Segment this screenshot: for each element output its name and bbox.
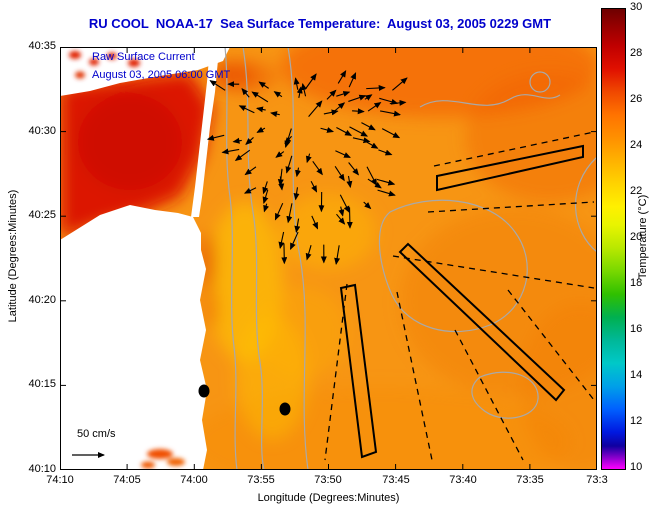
surface-current-label: Raw Surface Current	[92, 51, 195, 63]
land-mass	[60, 47, 230, 470]
depth-contours	[224, 47, 597, 470]
sst-map	[60, 47, 597, 470]
x-tick-label: 74:00	[180, 474, 208, 486]
x-tick-label: 73:50	[314, 474, 342, 486]
colorbar-tick-label: 22	[630, 185, 643, 197]
y-axis-label: Latitude (Degrees:Minutes)	[7, 189, 19, 323]
x-tick-label: 73:55	[247, 474, 275, 486]
y-tick-label: 40:35	[28, 40, 56, 52]
colorbar-tick-label: 12	[630, 415, 643, 427]
y-tick-label: 40:10	[28, 463, 56, 475]
colorbar-tick-label: 14	[630, 369, 643, 381]
current-scale-label: 50 cm/s	[77, 428, 116, 440]
station-dot	[279, 402, 291, 416]
y-tick-label: 40:15	[28, 378, 56, 390]
colorbar-tick-label: 10	[630, 461, 643, 473]
colorbar-tick-label: 26	[630, 93, 643, 105]
x-tick-label: 73:45	[382, 474, 410, 486]
colorbar-tick-label: 24	[630, 139, 643, 151]
current-vector-field	[206, 70, 408, 265]
radar-sector-outlines	[339, 144, 584, 459]
colorbar-axis-label: Temperature (°C)	[637, 194, 649, 280]
colorbar-tick-label: 28	[630, 47, 643, 59]
x-tick-label: 73:3	[586, 474, 608, 486]
colorbar-tick-label: 30	[630, 1, 643, 13]
colorbar-tick-label: 20	[630, 231, 643, 243]
x-tick-label: 74:05	[113, 474, 141, 486]
station-dots	[198, 384, 291, 416]
y-tick-label: 40:30	[28, 125, 56, 137]
station-dot	[198, 384, 210, 398]
axis-tick-marks	[60, 47, 597, 470]
y-tick-label: 40:20	[28, 294, 56, 306]
temperature-colorbar	[601, 8, 626, 470]
x-tick-label: 73:40	[449, 474, 477, 486]
inlet-warm-spots	[69, 51, 185, 469]
x-tick-label: 74:10	[46, 474, 74, 486]
plot-title: RU COOL NOAA-17 Sea Surface Temperature:…	[88, 16, 552, 31]
y-tick-label: 40:25	[28, 209, 56, 221]
x-axis-label: Longitude (Degrees:Minutes)	[257, 492, 400, 504]
surface-current-timestamp: August 03, 2005 06:00 GMT	[92, 69, 231, 81]
colorbar-tick-label: 18	[630, 277, 643, 289]
colorbar-tick-label: 16	[630, 323, 643, 335]
x-tick-label: 73:35	[516, 474, 544, 486]
radar-beam-dashed-lines	[324, 131, 595, 461]
